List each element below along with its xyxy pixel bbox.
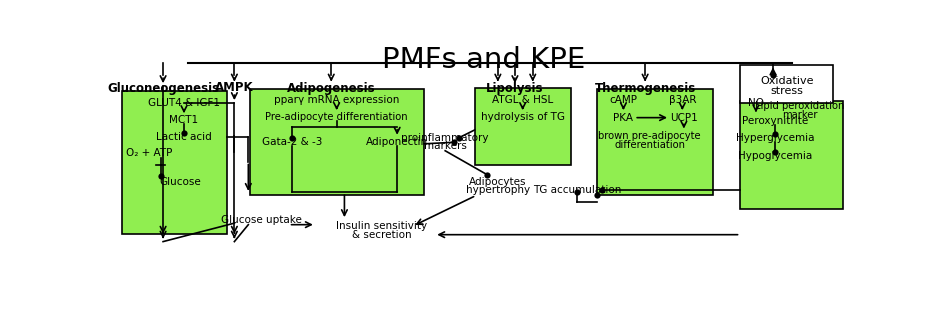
Bar [740,64,833,103]
Text: brown pre-adipocyte: brown pre-adipocyte [598,131,700,141]
Text: MCT1: MCT1 [169,115,198,125]
Bar [740,101,842,209]
Text: Glucose uptake: Glucose uptake [221,215,302,225]
Text: NO: NO [747,98,763,108]
Text: PMFs and KPE: PMFs and KPE [382,46,585,74]
Text: AMPK: AMPK [215,81,253,94]
Text: Adipocytes: Adipocytes [468,177,526,187]
Text: Pre-adipocyte differentiation: Pre-adipocyte differentiation [265,112,408,122]
Text: cAMP: cAMP [609,95,637,105]
Text: Lactic acid: Lactic acid [156,132,211,142]
Text: UCP1: UCP1 [669,113,697,123]
Text: & secretion: & secretion [351,230,411,240]
Text: Hyperglycemia: Hyperglycemia [735,133,814,143]
Text: β3AR: β3AR [667,95,696,105]
Text: differentiation: differentiation [614,140,684,150]
Bar [249,89,424,195]
Text: Hypoglycemia: Hypoglycemia [737,151,812,161]
Text: hypertrophy: hypertrophy [465,185,530,195]
Text: Insulin sensitivity: Insulin sensitivity [336,221,427,231]
Text: Glucose: Glucose [160,177,201,187]
Text: Peroxynitrite: Peroxynitrite [741,116,808,126]
Text: stress: stress [769,86,802,96]
Text: TG accumulation: TG accumulation [532,185,620,195]
Text: Oxidative: Oxidative [759,76,813,86]
Bar [122,91,227,234]
Text: Gata-2 & -3: Gata-2 & -3 [262,136,322,146]
Text: Adipogenesis: Adipogenesis [287,82,375,95]
Text: Lipid peroxidation: Lipid peroxidation [754,101,844,111]
Text: marker: marker [782,110,817,120]
Text: Thermogenesis: Thermogenesis [594,82,695,95]
Text: Gluconeogenesis: Gluconeogenesis [107,82,219,95]
Text: PKA: PKA [613,113,632,123]
Text: pparγ mRNA expression: pparγ mRNA expression [274,95,399,105]
Bar [597,89,713,195]
Text: proinflammatory: proinflammatory [401,133,488,143]
Text: hydrolysis of TG: hydrolysis of TG [480,112,565,122]
Text: GLUT4 & IGF1: GLUT4 & IGF1 [148,98,220,108]
Text: Adiponectin: Adiponectin [365,136,428,146]
Text: markers: markers [423,141,466,151]
Bar [474,88,571,165]
Text: ATGL & HSL: ATGL & HSL [492,95,553,105]
Text: Lipolysis: Lipolysis [485,82,543,95]
Text: O₂ + ATP: O₂ + ATP [126,148,172,158]
